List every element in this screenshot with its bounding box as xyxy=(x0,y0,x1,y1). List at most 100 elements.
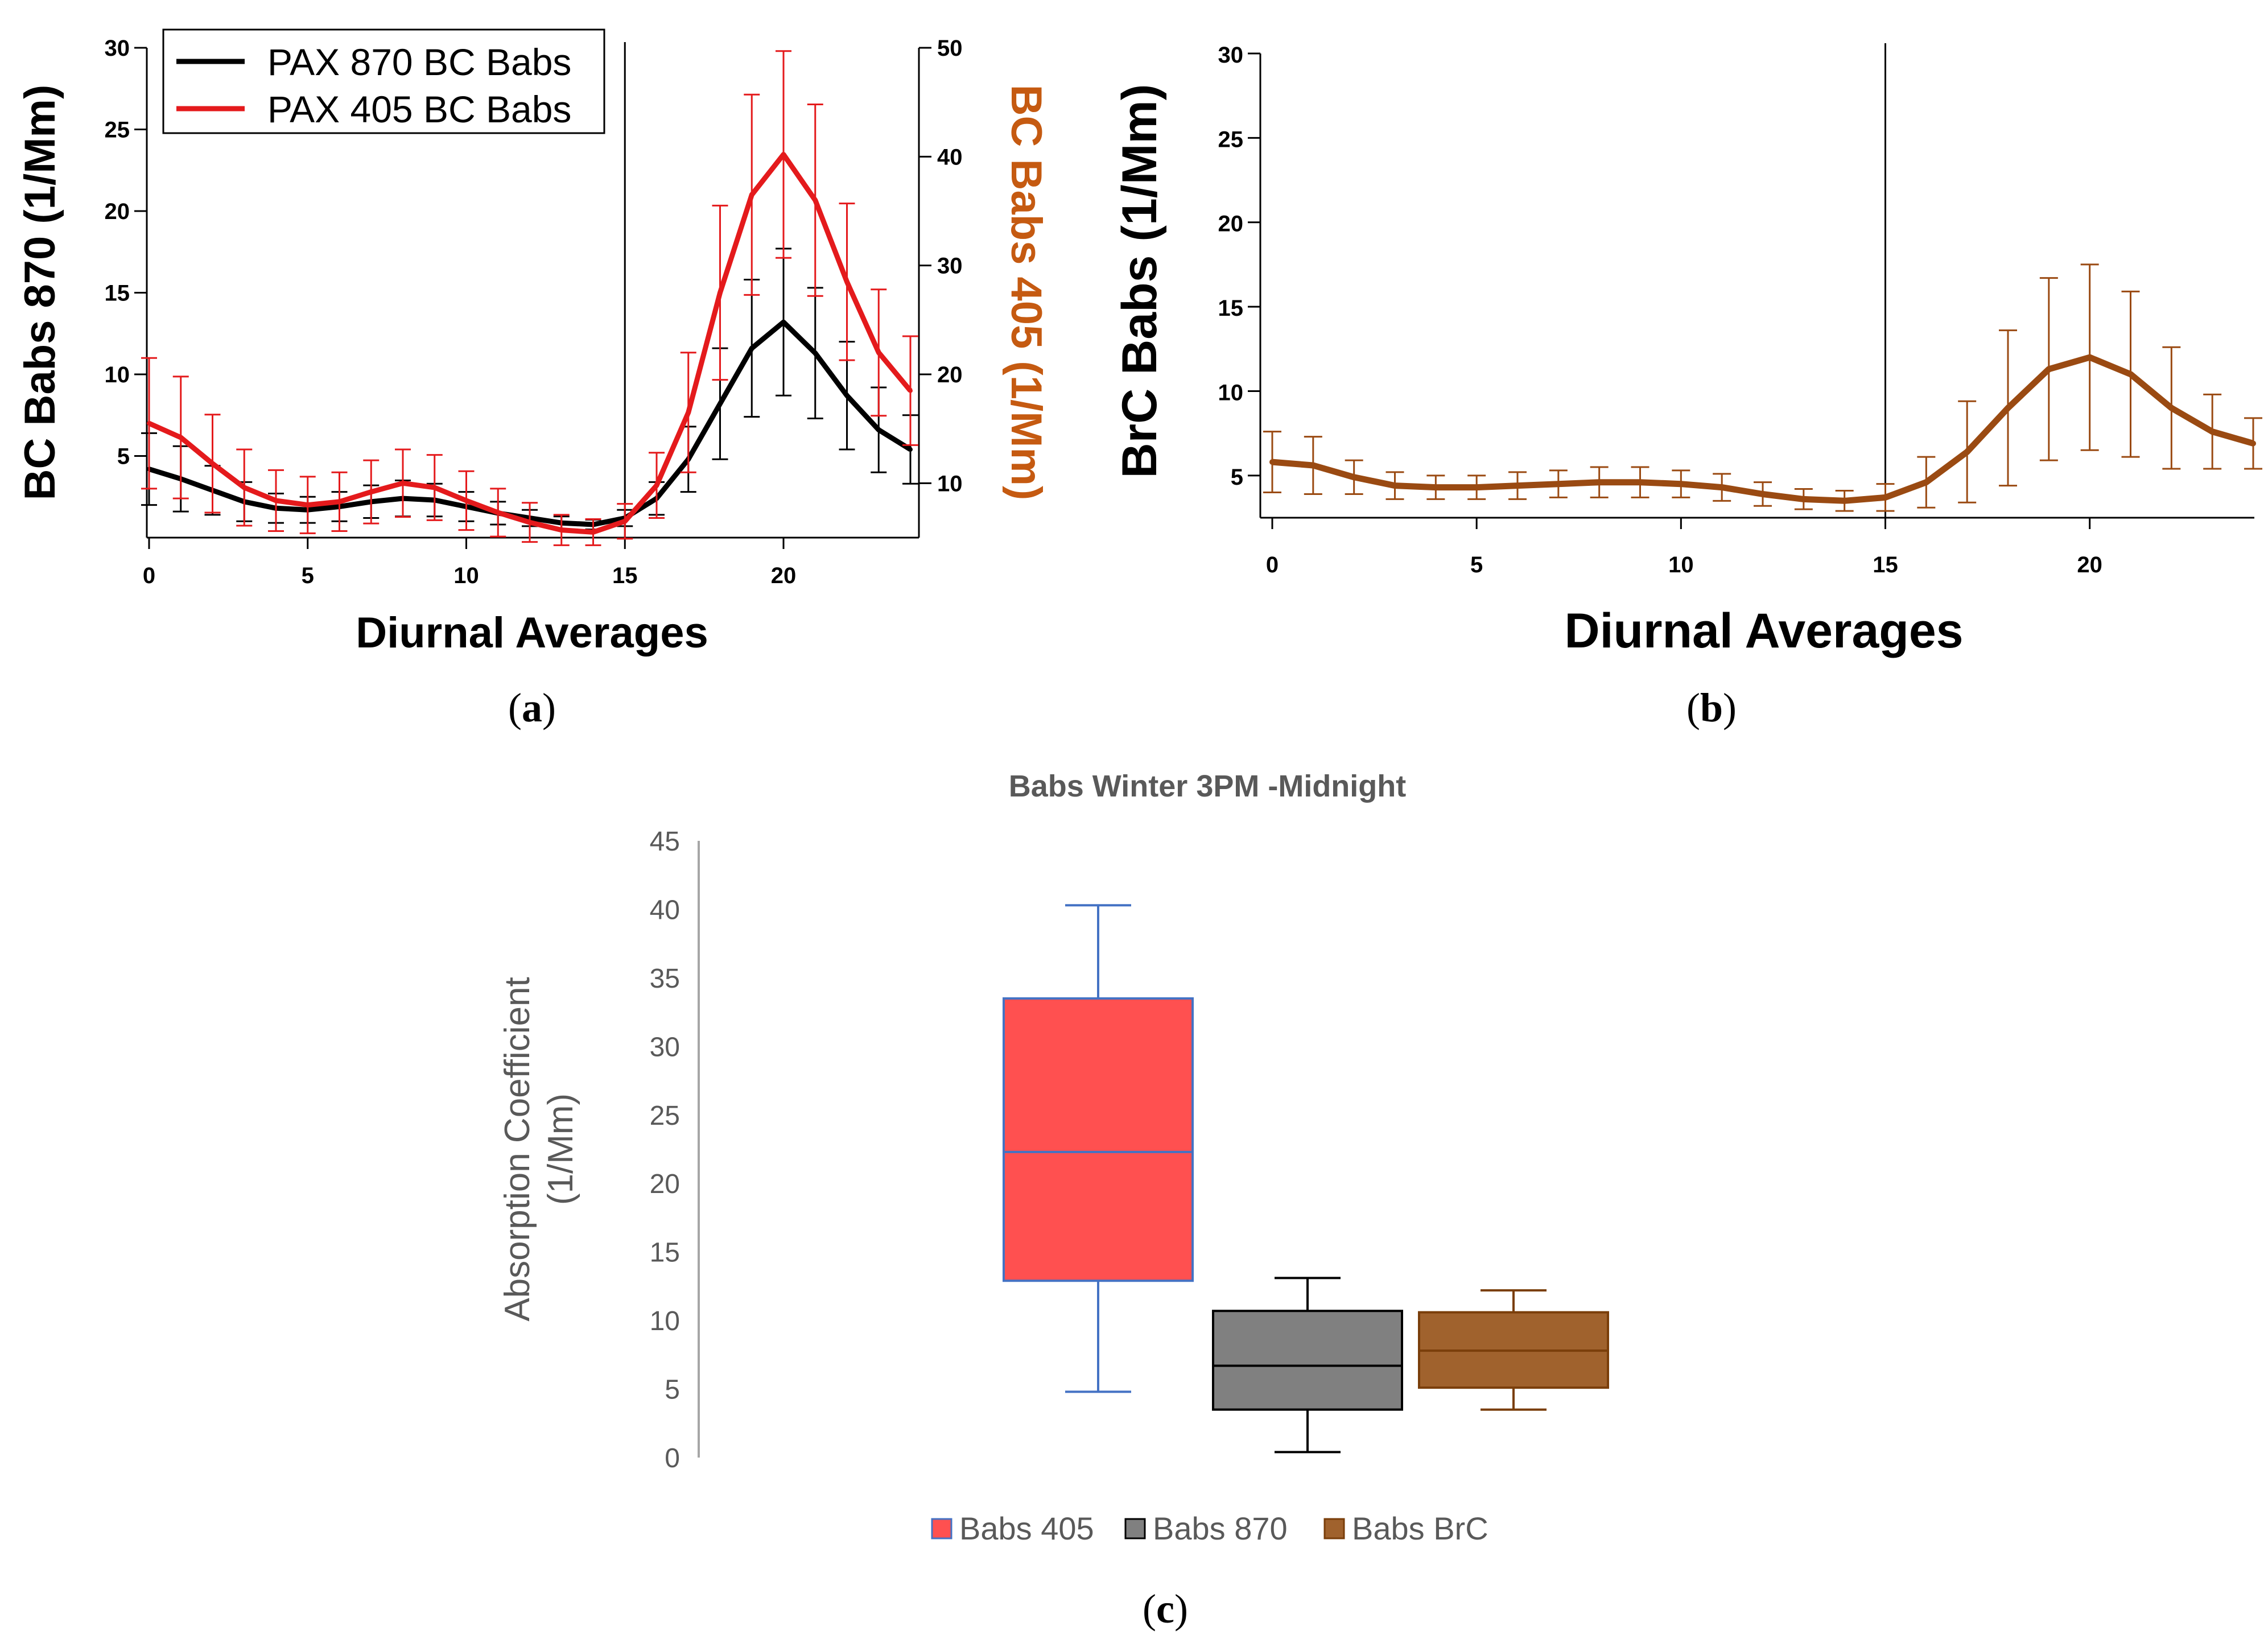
c-chart-title: Babs Winter 3PM -Midnight xyxy=(1009,769,1407,803)
c-y-tick-label: 0 xyxy=(665,1443,680,1473)
c-box-iqr xyxy=(1003,997,1194,1282)
panel-b-diurnal-brc-chart: 5 10 15 20 25 30 0 5 10 15 20 BrC Babs (1/Mm) Diurna… xyxy=(1112,43,2262,730)
c-y-tick-label: 45 xyxy=(650,827,680,857)
a-x-tick-label: 5 xyxy=(302,563,314,588)
a-data-point xyxy=(781,320,786,325)
c-caption: (c) xyxy=(1143,1586,1188,1632)
b-data-point xyxy=(1964,449,1970,455)
b-left-tick-label: 30 xyxy=(1218,43,1244,68)
b-data-point xyxy=(2046,366,2052,372)
b-data-point xyxy=(1841,498,1848,504)
a-data-point xyxy=(749,346,754,351)
b-data-point xyxy=(2086,354,2093,361)
a-right-tick-label: 10 xyxy=(937,471,963,496)
b-data-point xyxy=(1719,484,1725,490)
a-data-point xyxy=(496,510,501,515)
a-caption-letter: a xyxy=(522,685,542,730)
b-left-tick-label: 20 xyxy=(1218,212,1244,237)
c-y-tick-label: 25 xyxy=(650,1101,680,1131)
c-legend-swatch xyxy=(1323,1518,1345,1539)
a-left-tick-label: 20 xyxy=(105,199,130,224)
a-right-tick-label: 20 xyxy=(937,362,963,387)
a-data-point xyxy=(464,498,469,503)
a-x-tick-label: 15 xyxy=(612,563,638,588)
b-data-point xyxy=(1433,484,1439,490)
a-left-axis-title: BC Babs 870 (1/Mm) xyxy=(16,85,64,501)
a-data-point xyxy=(527,520,532,525)
a-caption-close: ) xyxy=(542,685,556,730)
b-data-point xyxy=(1269,459,1275,465)
a-x-axis-title: Diurnal Averages xyxy=(356,609,708,657)
b-left-tick-label: 10 xyxy=(1218,380,1244,405)
a-data-point xyxy=(813,197,818,203)
b-data-point xyxy=(1515,482,1520,489)
b-data-point xyxy=(1310,463,1316,469)
a-left-tick-label: 25 xyxy=(105,118,130,143)
a-series-pax-405 xyxy=(141,50,918,546)
a-data-point xyxy=(401,481,405,486)
c-caption-letter: c xyxy=(1156,1586,1174,1632)
a-legend-label: PAX 405 BC Babs xyxy=(267,88,571,130)
c-box-babs-brc xyxy=(1418,1289,1609,1411)
a-data-point xyxy=(781,152,786,157)
a-data-point xyxy=(147,421,151,426)
b-caption: (b) xyxy=(1686,685,1737,730)
a-data-point xyxy=(844,393,850,398)
a-legend: PAX 870 BC Babs PAX 405 BC Babs xyxy=(162,28,605,134)
c-legend-label: Babs 405 xyxy=(959,1510,1094,1546)
c-y-axis-title-line: Absorption Coefficient xyxy=(498,977,537,1321)
a-data-point xyxy=(908,388,913,393)
a-x-tick-label: 0 xyxy=(143,563,155,588)
b-left-axis-title: BrC Babs (1/Mm) xyxy=(1112,84,1167,478)
a-data-point xyxy=(178,435,183,440)
a-data-point xyxy=(876,350,881,355)
a-data-point xyxy=(686,410,691,415)
b-data-point xyxy=(2209,428,2216,435)
a-data-point xyxy=(559,527,564,533)
c-legend-swatch xyxy=(1124,1518,1146,1539)
a-data-point xyxy=(844,279,850,284)
a-data-point xyxy=(622,519,628,524)
c-y-tick-label: 20 xyxy=(650,1169,680,1199)
b-data-point xyxy=(2127,371,2134,377)
c-box-iqr xyxy=(1212,1310,1403,1411)
a-right-axis-title: BC Babs 405 (1/Mm) xyxy=(1002,85,1050,501)
a-data-point xyxy=(717,290,723,295)
b-x-tick-label: 5 xyxy=(1470,552,1483,577)
b-data-point xyxy=(1760,491,1766,497)
c-legend: Babs 405 Babs 870 Babs BrC xyxy=(931,1510,1488,1546)
b-x-tick-label: 15 xyxy=(1873,552,1898,577)
b-series-line xyxy=(1272,354,2254,504)
a-data-point xyxy=(305,502,310,507)
b-data-point xyxy=(2005,405,2011,411)
a-left-tick-label: 30 xyxy=(105,36,130,61)
a-left-tick-label: 15 xyxy=(105,281,130,306)
b-left-tick-label: 25 xyxy=(1218,127,1244,152)
a-data-point xyxy=(717,401,723,406)
a-data-point xyxy=(654,483,659,488)
a-right-tick-label: 50 xyxy=(937,36,963,61)
c-y-tick-label: 35 xyxy=(650,964,680,994)
a-legend-box xyxy=(162,28,605,134)
c-y-tick-label: 10 xyxy=(650,1306,680,1336)
b-data-point xyxy=(1555,481,1561,487)
panel-a-diurnal-bc-chart: 5 10 15 20 25 30 10 20 30 40 50 0 5 10 15 20 PAX 870 BC … xyxy=(16,28,1050,730)
a-series-line xyxy=(148,152,913,535)
a-data-point xyxy=(369,489,374,494)
b-data-point xyxy=(1923,479,1929,485)
a-legend-label: PAX 870 BC Babs xyxy=(267,41,571,83)
b-x-tick-label: 0 xyxy=(1266,552,1279,577)
c-y-axis-title-line: (1/Mm) xyxy=(541,1093,580,1205)
b-x-tick-label: 10 xyxy=(1668,552,1694,577)
a-data-point xyxy=(813,350,818,356)
a-data-point xyxy=(876,427,881,432)
a-data-point xyxy=(908,447,913,452)
b-caption-open: ( xyxy=(1686,685,1700,730)
b-x-axis-title: Diurnal Averages xyxy=(1564,604,1963,658)
a-data-point xyxy=(432,485,437,490)
c-box-babs-405 xyxy=(1003,904,1194,1393)
a-data-point xyxy=(337,499,342,504)
b-x-tick-label: 20 xyxy=(2077,552,2102,577)
c-caption-close: ) xyxy=(1174,1586,1188,1632)
